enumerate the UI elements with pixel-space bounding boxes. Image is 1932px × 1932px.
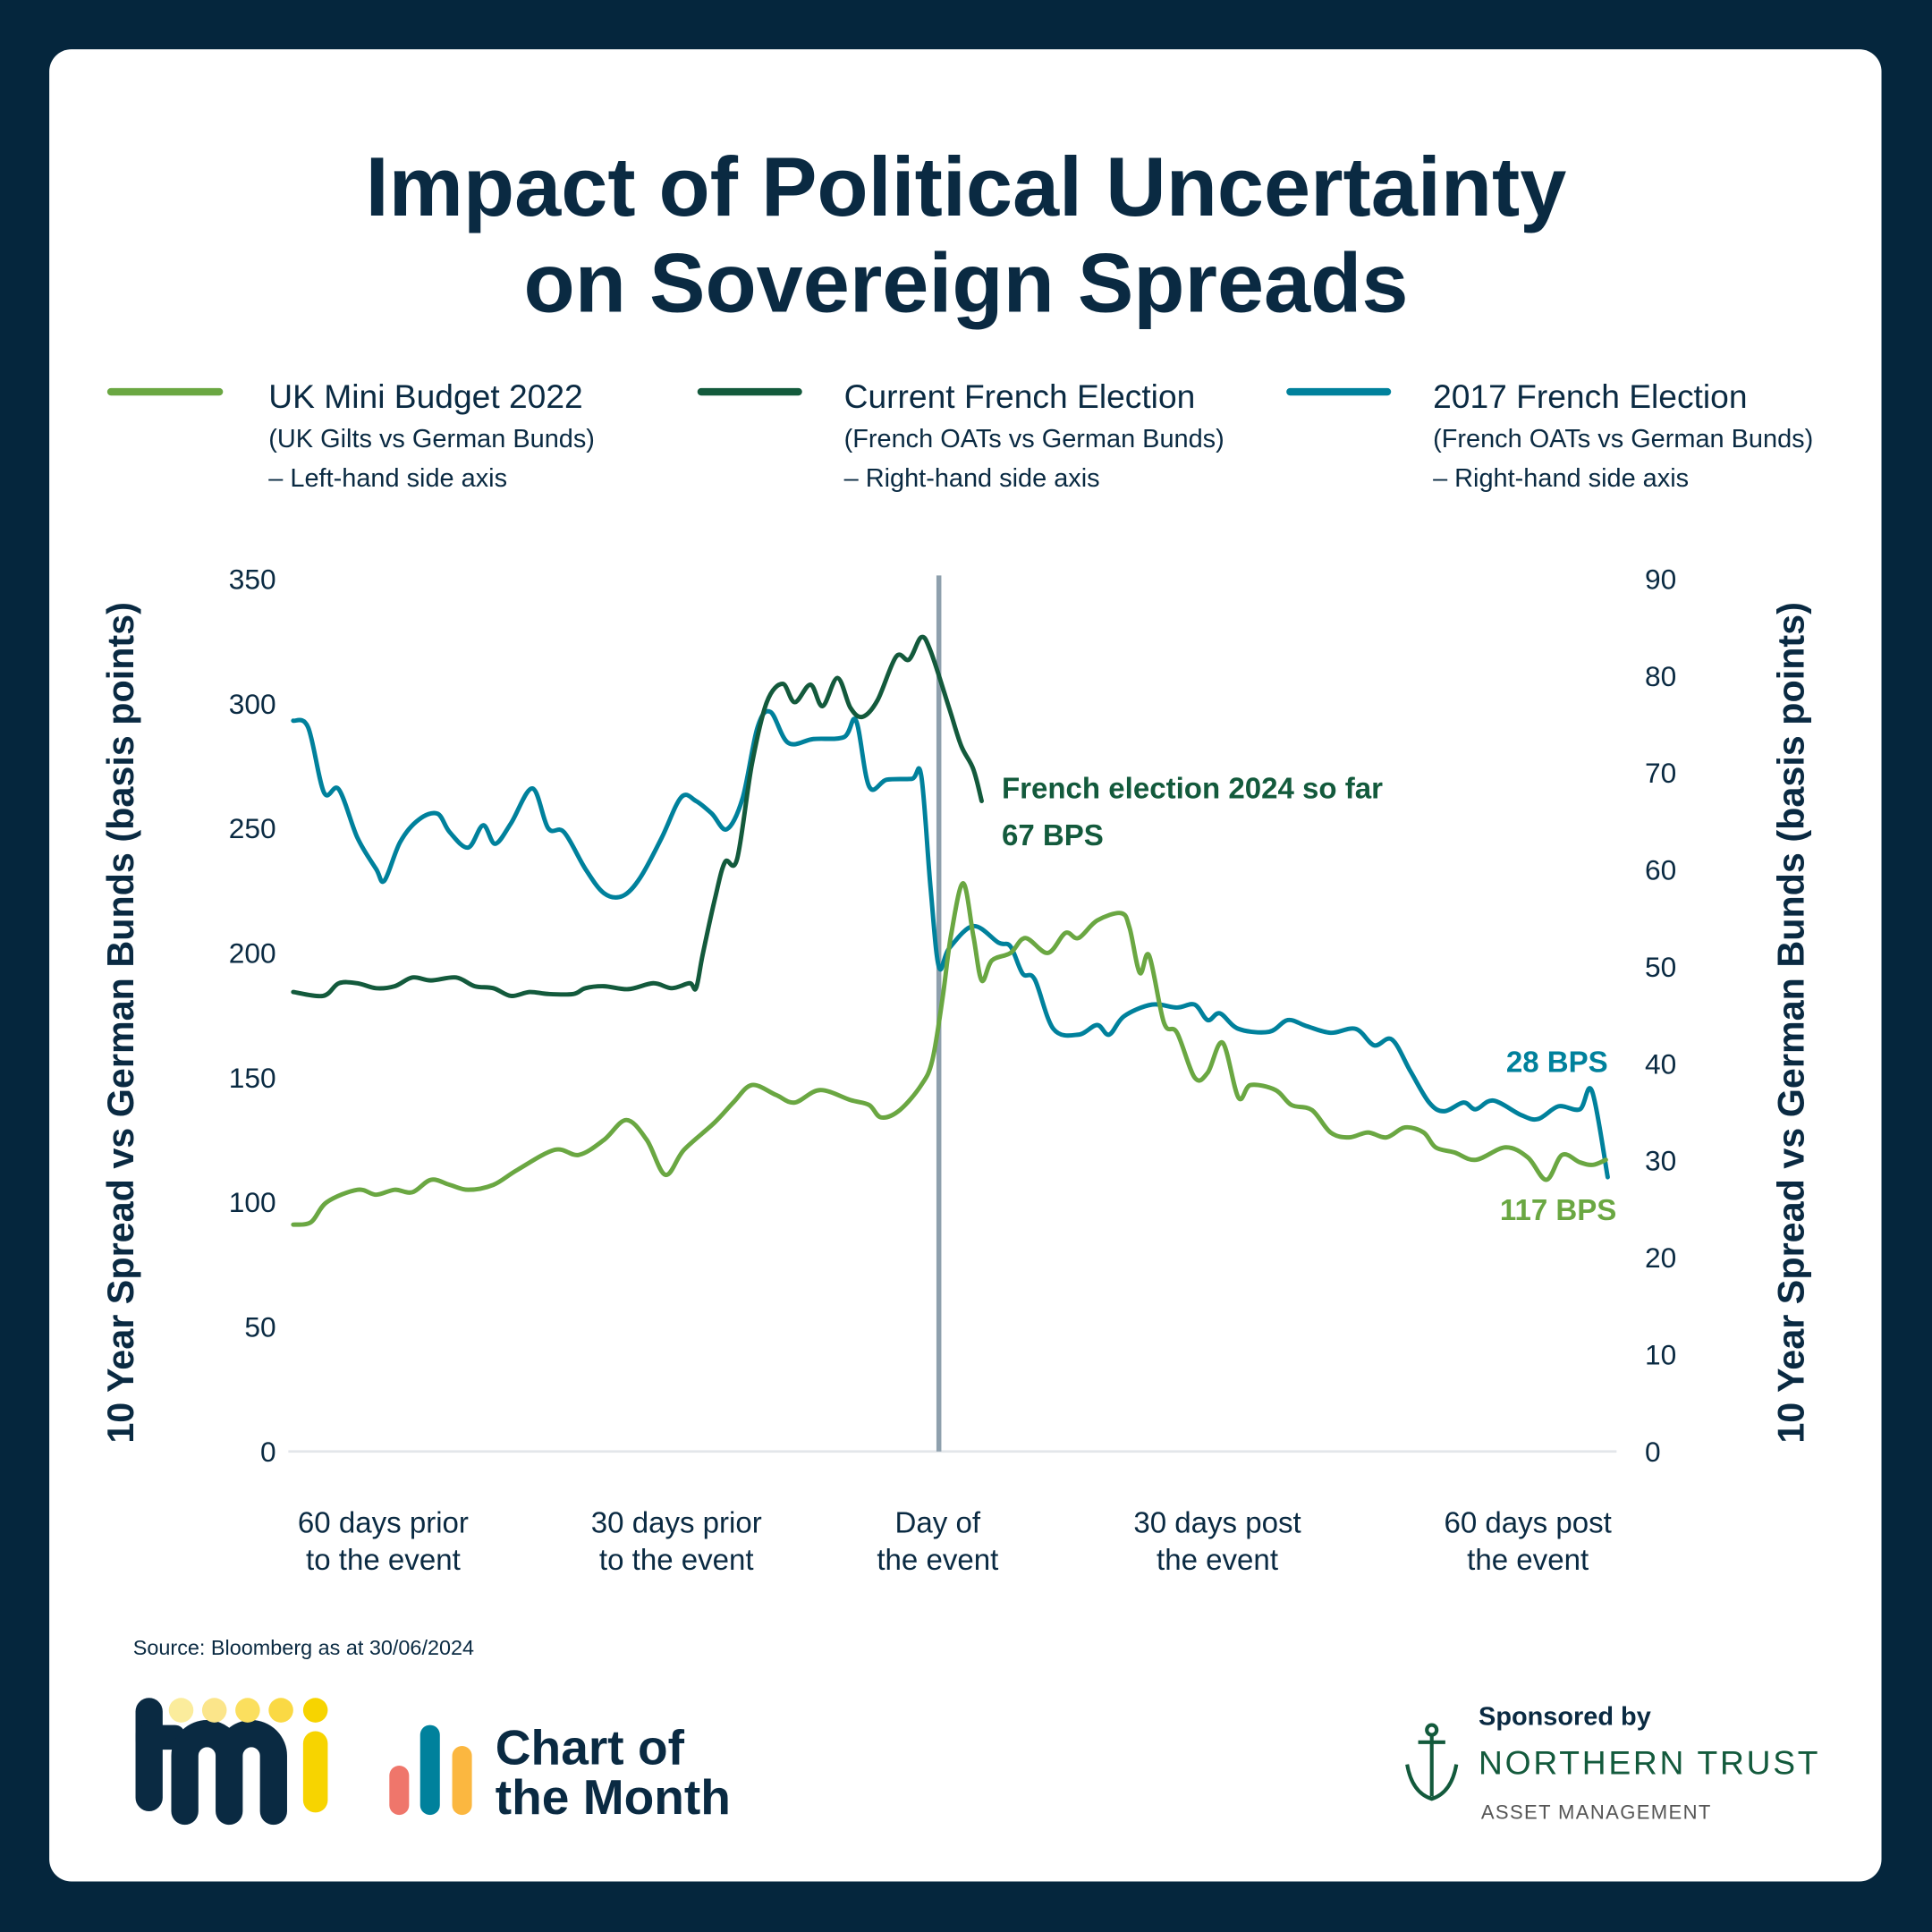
sponsor-sub: ASSET MANAGEMENT xyxy=(1481,1801,1712,1823)
y-right-tick-label: 80 xyxy=(1645,660,1676,692)
y-axis-left-ticks: 0 50 100 150 200 250 300 350 xyxy=(229,563,276,1467)
title-line-2: on Sovereign Spreads xyxy=(524,236,1409,330)
sponsor-logo: Sponsored by NORTHERN TRUST ASSET MANAGE… xyxy=(1405,1703,1820,1823)
y-right-tick-label: 30 xyxy=(1645,1145,1676,1177)
x-tick-label: 60 days prior xyxy=(298,1507,469,1540)
x-tick-label: Day of xyxy=(895,1507,981,1540)
chart-of-month-line-1: Chart of xyxy=(496,1720,685,1775)
series-line-uk-mini-budget xyxy=(291,880,1608,1227)
legend-label-current-french: Current French Election xyxy=(844,377,1196,415)
sponsored-by-label: Sponsored by xyxy=(1479,1703,1651,1732)
x-tick-label: 60 days post xyxy=(1444,1507,1611,1540)
legend-sub-uk: (UK Gilts vs German Bunds) xyxy=(268,425,595,453)
sponsor-name: NORTHERN TRUST xyxy=(1479,1744,1820,1782)
y-right-tick-label: 60 xyxy=(1645,854,1676,886)
y-right-tick-label: 70 xyxy=(1645,757,1676,789)
annotation-current-french: French election 2024 so far xyxy=(1002,773,1383,806)
annotation-current-french-value: 67 BPS xyxy=(1002,819,1104,852)
x-tick-label: the event xyxy=(1157,1544,1278,1577)
y-right-tick-label: 10 xyxy=(1645,1338,1676,1370)
legend-label-french-2017: 2017 French Election xyxy=(1433,377,1747,415)
y-left-tick-label: 150 xyxy=(229,1062,276,1094)
chart-of-month-line-2: the Month xyxy=(496,1769,731,1825)
legend-sub-current-french: (French OATs vs German Bunds) xyxy=(844,425,1224,453)
series-lines xyxy=(291,634,1610,1227)
y-right-tick-label: 90 xyxy=(1645,563,1676,595)
x-tick-label: the event xyxy=(877,1544,998,1577)
annotation-french-2017-value: 28 BPS xyxy=(1506,1046,1608,1079)
y-axis-right-title: 10 Year Spread vs German Bunds (basis po… xyxy=(1771,602,1812,1444)
x-tick-label: 30 days prior xyxy=(591,1507,762,1540)
y-left-tick-label: 200 xyxy=(229,936,276,969)
x-tick-label: the event xyxy=(1467,1544,1589,1577)
legend-sub-french-2017: (French OATs vs German Bunds) xyxy=(1433,425,1813,453)
y-right-tick-label: 50 xyxy=(1645,951,1676,983)
y-left-tick-label: 100 xyxy=(229,1186,276,1218)
y-axis-left-title: 10 Year Spread vs German Bunds (basis po… xyxy=(100,602,141,1444)
x-tick-label: 30 days post xyxy=(1133,1507,1301,1540)
y-axis-right-ticks: 0 10 20 30 40 50 60 70 80 90 xyxy=(1645,563,1676,1467)
source-note: Source: Bloomberg as at 30/06/2024 xyxy=(133,1636,474,1659)
series-line-current-french-election xyxy=(291,634,984,999)
y-right-tick-label: 20 xyxy=(1645,1241,1676,1274)
card xyxy=(49,49,1882,1882)
legend-label-uk: UK Mini Budget 2022 xyxy=(268,377,582,415)
y-right-tick-label: 40 xyxy=(1645,1047,1676,1080)
title-line-1: Impact of Political Uncertainty xyxy=(366,140,1567,233)
annotation-uk-value: 117 BPS xyxy=(1500,1194,1616,1227)
x-axis-ticks: 60 days prior to the event 30 days prior to… xyxy=(298,1507,1612,1577)
y-left-tick-label: 50 xyxy=(244,1310,275,1343)
y-right-tick-label: 0 xyxy=(1645,1436,1661,1468)
chart-of-the-month-logo: Chart of the Month xyxy=(389,1720,731,1825)
y-left-tick-label: 0 xyxy=(260,1436,276,1468)
legend: UK Mini Budget 2022 (UK Gilts vs German … xyxy=(106,377,1813,493)
series-line-2017-french-election xyxy=(291,708,1610,1180)
anchor-icon xyxy=(1405,1723,1459,1801)
y-left-tick-label: 350 xyxy=(229,563,276,595)
y-left-tick-label: 250 xyxy=(229,812,276,844)
tmi-logo: tmi xyxy=(135,1698,328,1826)
x-tick-label: to the event xyxy=(599,1544,754,1577)
legend-axis-uk: – Left-hand side axis xyxy=(268,464,507,493)
legend-axis-french-2017: – Right-hand side axis xyxy=(1433,464,1689,493)
legend-axis-current-french: – Right-hand side axis xyxy=(844,464,1100,493)
x-tick-label: to the event xyxy=(306,1544,461,1577)
y-left-tick-label: 300 xyxy=(229,688,276,720)
